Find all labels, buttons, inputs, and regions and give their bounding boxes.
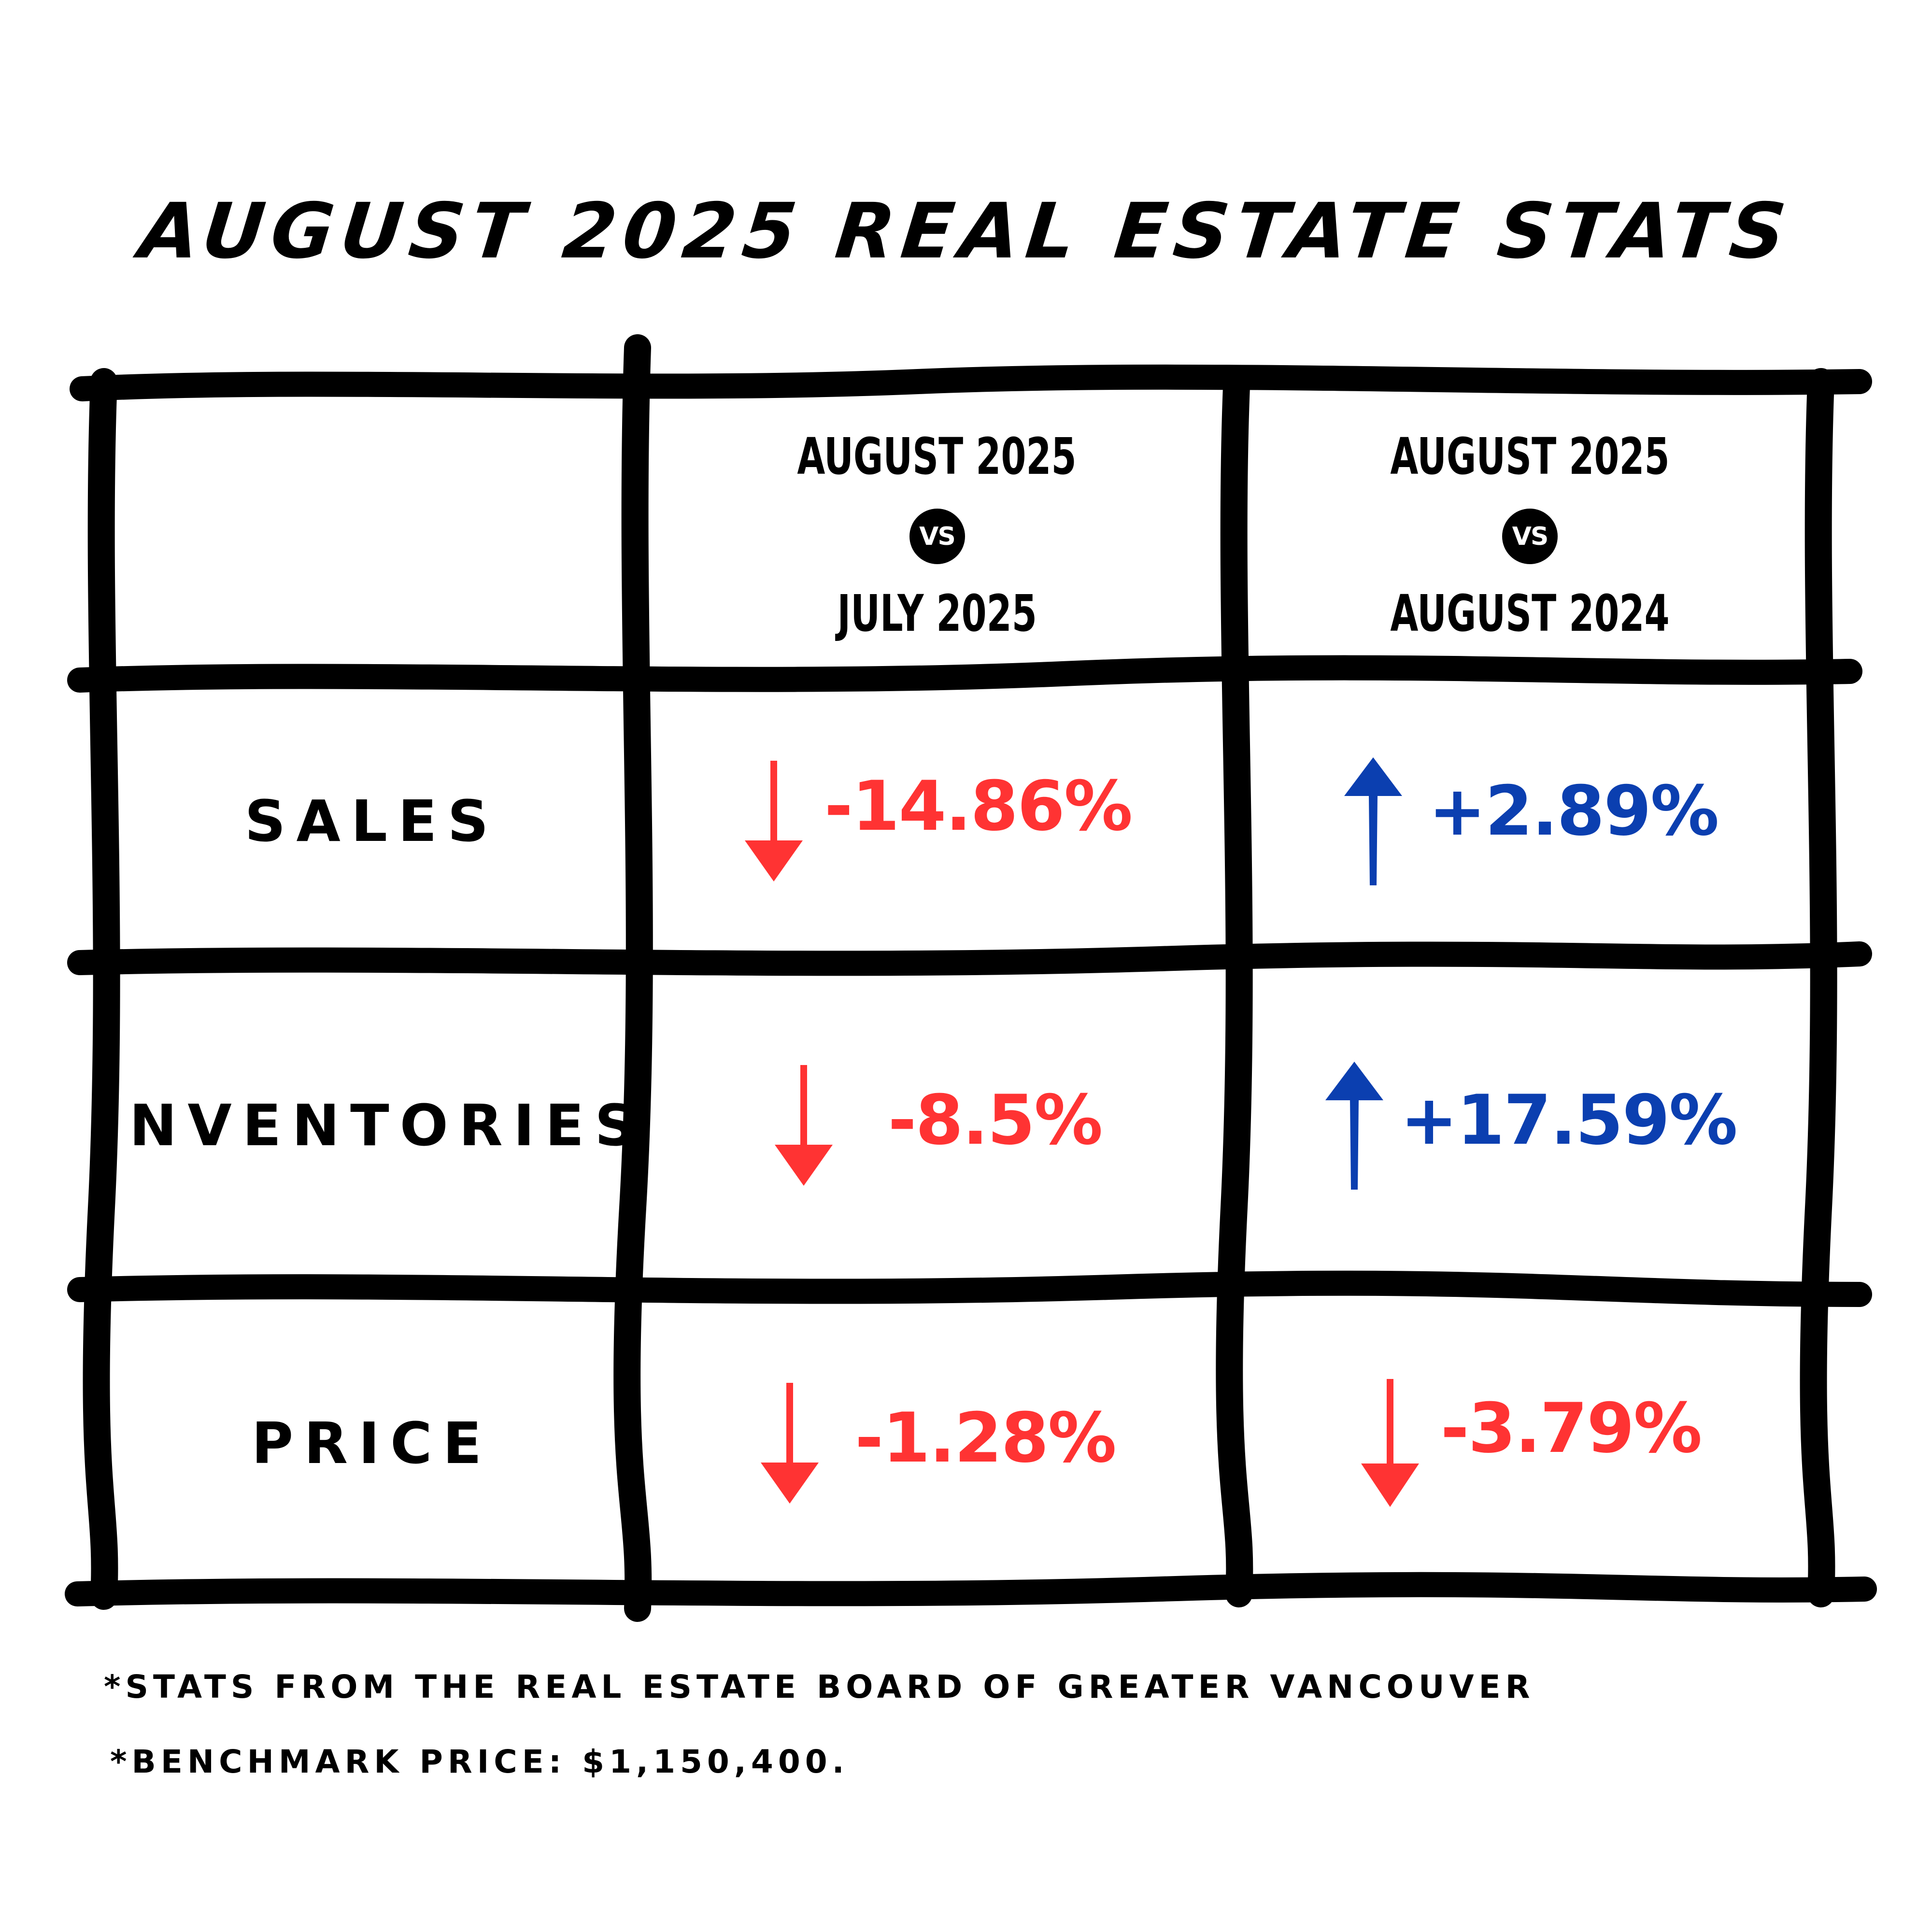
value-percent: +17.59% (1400, 1080, 1737, 1160)
benchmark-note: *BENCHMARK PRICE: $1,150,400. (110, 1743, 849, 1780)
header-top-label: AUGUST 2025 (1390, 427, 1670, 486)
header-bottom-label: AUGUST 2024 (1390, 584, 1670, 643)
value-cell-price-vs-july: -1.28% (650, 1304, 1224, 1582)
arrow-up-icon (1325, 1061, 1384, 1190)
row-label-cell-inventories: INVENTORIES (98, 976, 636, 1275)
value-percent: -3.79% (1440, 1388, 1703, 1468)
value-percent: -14.86% (824, 767, 1133, 846)
arrow-down-icon (761, 1382, 819, 1504)
value-cell-price-vs-august-2024: -3.79% (1251, 1304, 1809, 1582)
value-percent: -1.28% (855, 1398, 1117, 1478)
row-label-price: PRICE (251, 1409, 493, 1477)
vs-badge: VS (909, 509, 965, 564)
source-note: *STATS FROM THE REAL ESTATE BOARD OF GRE… (104, 1668, 1535, 1705)
arrow-up-icon (1344, 757, 1402, 885)
value-cell-inventories-vs-july: -8.5% (650, 976, 1224, 1275)
header-cell-vs-august-2024: AUGUST 2025 VS AUGUST 2024 (1251, 403, 1809, 667)
row-label-inventories: INVENTORIES (97, 1092, 647, 1159)
arrow-down-icon (1361, 1379, 1419, 1507)
value-cell-sales-vs-august-2024: +2.89% (1251, 693, 1809, 949)
value-percent: -8.5% (888, 1080, 1103, 1160)
value-percent: +2.89% (1428, 771, 1719, 851)
row-label-cell-price: PRICE (118, 1304, 625, 1582)
row-label-cell-sales: SALES (118, 693, 625, 949)
header-cell-vs-july: AUGUST 2025 VS JULY 2025 (650, 403, 1224, 667)
value-cell-inventories-vs-august-2024: +17.59% (1251, 976, 1809, 1275)
vs-badge: VS (1502, 509, 1558, 564)
arrow-down-icon (744, 761, 803, 881)
header-bottom-label: JULY 2025 (837, 584, 1037, 643)
header-top-label: AUGUST 2025 (797, 427, 1077, 486)
row-label-sales: SALES (244, 788, 499, 854)
value-cell-sales-vs-july: -14.86% (650, 693, 1224, 949)
arrow-down-icon (774, 1065, 833, 1186)
